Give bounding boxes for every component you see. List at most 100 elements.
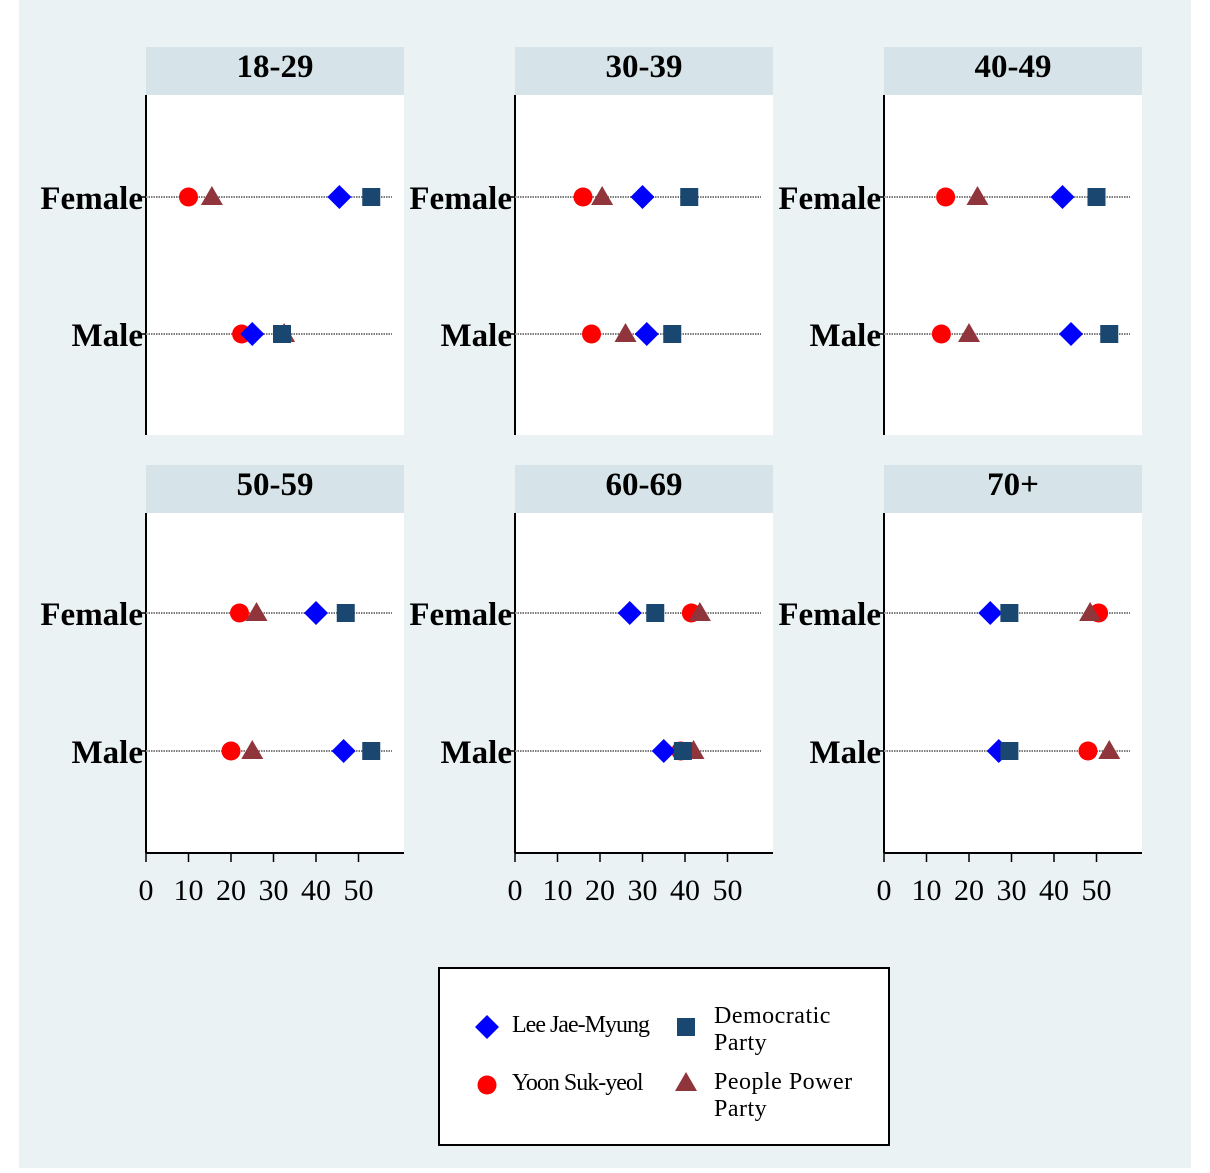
x-tick-label: 30 [628,874,658,907]
row-label-male: Male [441,318,512,354]
x-tick-label: 0 [139,874,154,907]
x-tick-label: 50 [344,874,374,907]
row-label-female: Female [778,181,881,217]
panel-title: 50-59 [237,467,314,503]
x-tick-label: 50 [1082,874,1112,907]
panel-strip [884,47,1142,95]
point-ppp-triangle-marker [614,323,637,342]
legend-circle-marker [477,1075,497,1095]
legend-label: Party [714,1030,767,1056]
row-label-female: Female [40,597,143,633]
legend-label: Lee Jae-Myung [512,1012,650,1038]
x-tick-label: 40 [670,874,700,907]
row-label-male: Male [441,735,512,771]
point-ppp-triangle-marker [1079,602,1102,621]
row-label-male: Male [810,735,881,771]
point-lee-diamond-marker [327,185,352,209]
point-dp-square-marker [336,604,355,622]
plot-area [146,513,404,853]
point-lee-diamond-marker [304,601,328,625]
legend-label: Party [714,1096,767,1122]
panel-title: 40-49 [975,49,1052,85]
legend-label: People Power [714,1069,853,1095]
row-label-female: Female [40,181,143,217]
point-dp-square-marker [663,325,682,343]
row-label-male: Male [810,318,881,354]
x-tick-label: 10 [174,874,204,907]
point-lee-diamond-marker [651,739,676,763]
point-ppp-triangle-marker [200,186,223,205]
row-label-female: Female [409,597,512,633]
panel-strip [146,47,404,95]
point-yoon-circle-marker [1078,741,1098,761]
panel-title: 18-29 [237,49,314,85]
point-yoon-circle-marker [931,324,951,344]
panel-strip [884,465,1142,513]
point-ppp-triangle-marker [245,602,268,621]
point-yoon-circle-marker [936,187,956,207]
point-dp-square-marker [1000,742,1019,760]
point-ppp-triangle-marker [1098,740,1121,759]
x-tick-label: 20 [216,874,246,907]
plot-area [515,513,773,853]
x-tick-label: 20 [954,874,984,907]
point-dp-square-marker [1087,188,1106,206]
point-ppp-triangle-marker [241,740,264,759]
point-yoon-circle-marker [573,187,593,207]
legend-label: Yoon Suk-yeol [512,1070,644,1096]
x-tick-label: 40 [1039,874,1069,907]
plot-area [884,95,1142,435]
point-dp-square-marker [1100,325,1119,343]
row-label-female: Female [778,597,881,633]
x-tick-label: 0 [508,874,523,907]
plot-area [884,513,1142,853]
point-lee-diamond-marker [634,322,659,346]
panel-title: 30-39 [606,49,683,85]
point-dp-square-marker [646,604,665,622]
point-dp-square-marker [362,188,381,206]
point-dp-square-marker [1000,604,1019,622]
legend-box [438,967,890,1146]
point-lee-diamond-marker [1050,185,1075,209]
legend-diamond-marker [475,1015,499,1039]
point-ppp-triangle-marker [688,602,711,621]
legend-triangle-marker [675,1072,697,1091]
x-tick-label: 10 [543,874,573,907]
plot-area [146,95,404,435]
point-lee-diamond-marker [617,601,642,625]
panel-title: 60-69 [606,467,683,503]
row-label-male: Male [72,735,143,771]
point-lee-diamond-marker [978,601,1003,625]
x-tick-label: 50 [713,874,743,907]
point-yoon-circle-marker [179,187,198,207]
x-tick-label: 0 [877,874,892,907]
point-dp-square-marker [273,325,291,343]
row-label-female: Female [409,181,512,217]
point-yoon-circle-marker [230,603,249,623]
point-lee-diamond-marker [630,185,655,209]
point-ppp-triangle-marker [966,186,989,205]
panel-strip [146,465,404,513]
point-lee-diamond-marker [240,322,265,346]
panel-strip [515,465,773,513]
legend-square-marker [677,1018,695,1036]
panel-title: 70+ [987,467,1039,503]
x-tick-label: 30 [259,874,289,907]
plot-area [515,95,773,435]
row-label-male: Male [72,318,143,354]
panel-strip [515,47,773,95]
point-dp-square-marker [680,188,699,206]
point-dp-square-marker [673,742,692,760]
point-yoon-circle-marker [582,324,601,344]
x-tick-label: 40 [301,874,331,907]
point-ppp-triangle-marker [958,323,980,342]
point-ppp-triangle-marker [591,186,614,205]
point-lee-diamond-marker [1059,322,1083,346]
point-lee-diamond-marker [331,739,356,763]
x-tick-label: 20 [585,874,615,907]
legend-label: Democratic [714,1003,831,1029]
point-dp-square-marker [362,742,381,760]
x-tick-label: 30 [997,874,1027,907]
